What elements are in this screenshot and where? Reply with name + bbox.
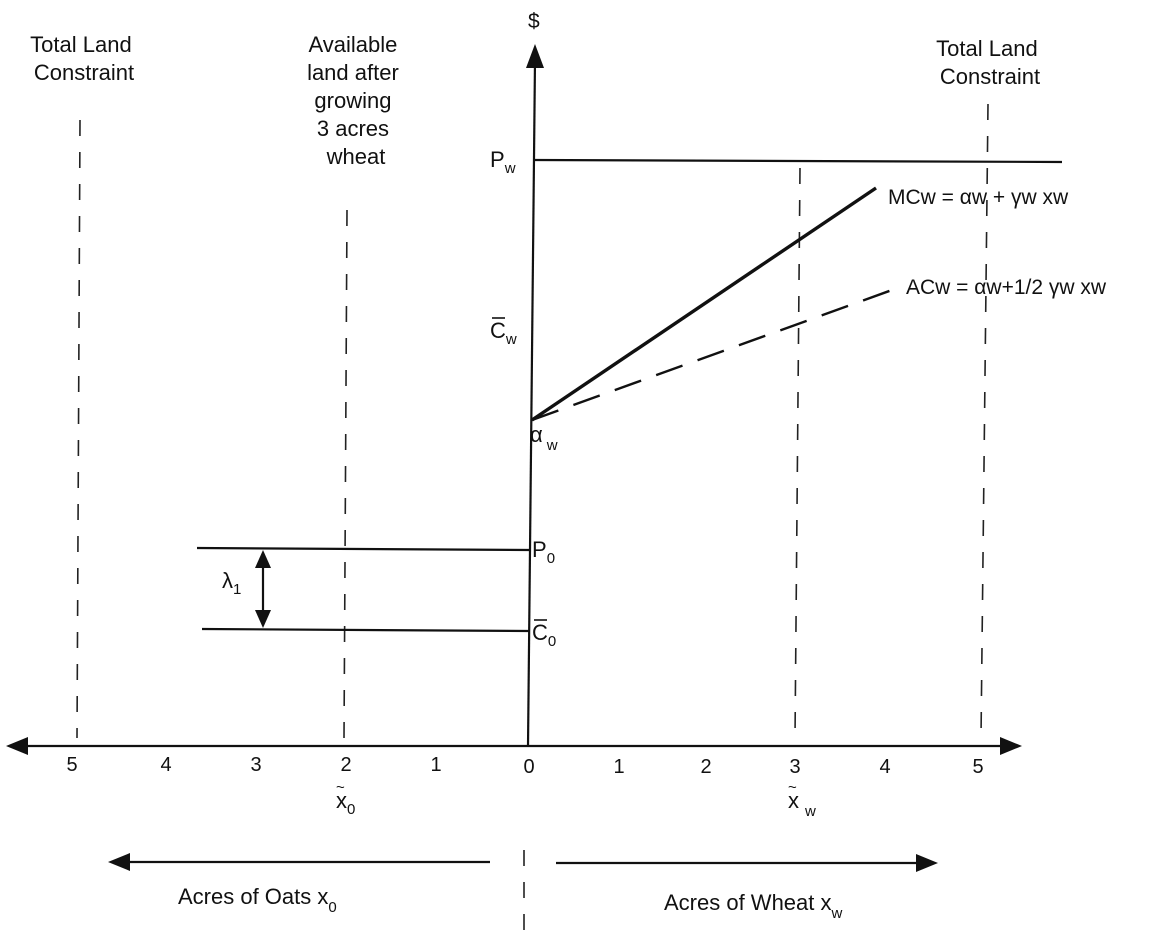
acres-oats-label: Acres of Oats x0 <box>178 884 337 916</box>
tick-right-5: 5 <box>972 756 983 778</box>
tick-left-2: 2 <box>340 754 351 776</box>
vertical-axis <box>526 59 537 747</box>
lambda-1-label: λ1 <box>222 568 241 598</box>
tick-right-0: 0 <box>523 756 534 778</box>
acres-wheat-label: Acres of Wheat xw <box>664 890 843 922</box>
p-0-label: P0 <box>532 537 555 567</box>
tick-right-4: 4 <box>879 756 890 778</box>
right-tick-labels: 0 1 2 3 4 5 <box>523 756 983 778</box>
mc-w-curve <box>531 186 877 422</box>
c-bar-0-cost-line <box>201 627 530 633</box>
x-tilde-0-mark: ~ <box>336 779 345 796</box>
p-0-price-line <box>196 546 531 552</box>
mc-w-equation: MCw = αw + γw xw <box>888 186 1069 209</box>
available-land-dashed-line <box>343 209 348 739</box>
c-bar-w-label: Cw <box>490 318 517 348</box>
total-land-right-label: Total Land Constraint <box>936 36 1044 89</box>
tick-right-1: 1 <box>613 756 624 778</box>
tick-right-2: 2 <box>700 756 711 778</box>
right-axis-arrowhead <box>1000 737 1022 755</box>
tick-left-4: 4 <box>160 754 171 776</box>
wheat-arrowhead <box>916 854 938 872</box>
left-tick-labels: 5 4 3 2 1 <box>66 754 441 776</box>
tick-left-3: 3 <box>250 754 261 776</box>
y-axis-label: $ <box>528 10 540 33</box>
x-tilde-w-dashed-line <box>794 167 801 739</box>
ac-w-equation: ACw = αw+1/2 γw xw <box>906 276 1107 299</box>
total-land-right-dashed-line <box>980 103 989 739</box>
x-tilde-w-mark: ~ <box>788 779 797 796</box>
tick-right-3: 3 <box>789 756 800 778</box>
lambda-arrowhead-up <box>255 550 271 568</box>
total-land-left-label: Total Land Constraint <box>30 32 138 85</box>
tick-left-5: 5 <box>66 754 77 776</box>
oats-arrowhead <box>108 853 130 871</box>
left-axis-arrowhead <box>6 737 28 755</box>
x-tilde-0-label: x0 <box>336 788 355 818</box>
available-land-label: Available land after growing 3 acres whe… <box>307 32 405 169</box>
p-w-label: Pw <box>490 147 516 177</box>
c-bar-0-label: C0 <box>532 620 556 650</box>
tick-left-1: 1 <box>430 754 441 776</box>
total-land-left-dashed-line <box>76 119 81 739</box>
p-w-price-line <box>533 158 1063 164</box>
top-axis-arrowhead <box>526 44 544 68</box>
ac-w-curve <box>531 288 893 422</box>
lambda-arrowhead-down <box>255 610 271 628</box>
